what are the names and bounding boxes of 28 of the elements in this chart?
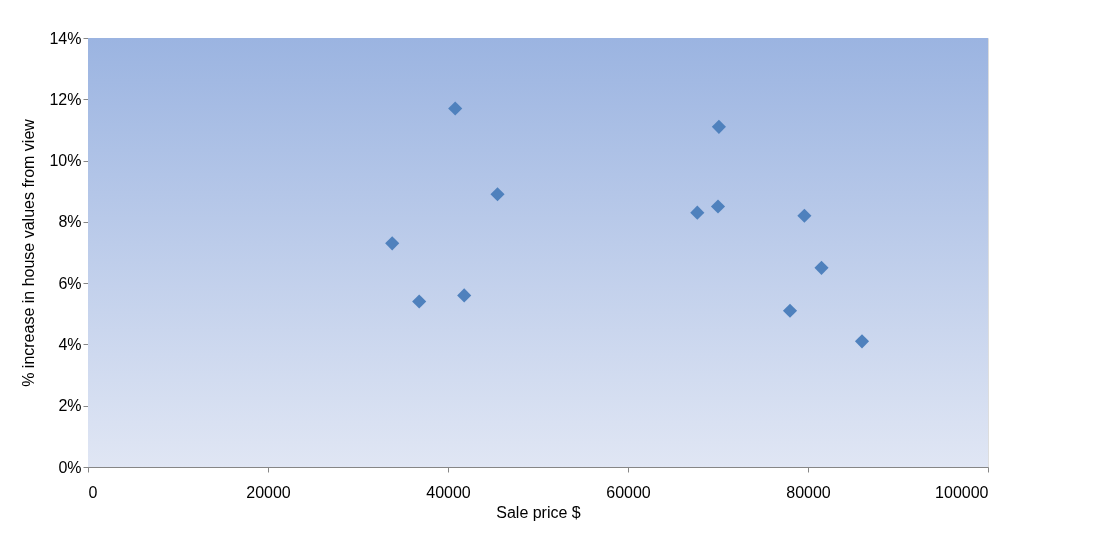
x-tick-label: 0 xyxy=(88,483,98,501)
x-tick-label: 60000 xyxy=(606,483,651,501)
point xyxy=(814,260,829,275)
y-tick-label: 6% xyxy=(58,274,82,292)
point xyxy=(457,288,472,303)
point xyxy=(782,303,798,318)
x-tick-label: 100000 xyxy=(935,483,989,501)
point xyxy=(448,101,463,116)
x-tick-label: 80000 xyxy=(786,483,831,501)
x-tick-label: 20000 xyxy=(246,483,291,501)
point xyxy=(385,236,400,251)
y-tick-label: 0% xyxy=(58,458,82,476)
y-tick-label: 2% xyxy=(58,397,82,415)
point xyxy=(797,208,812,223)
y-tick-label: 4% xyxy=(58,335,82,353)
point xyxy=(490,187,505,202)
y-axis-title: % increase in house values from view xyxy=(20,118,38,387)
point xyxy=(711,119,726,134)
y-tick-label: 8% xyxy=(58,213,82,231)
y-tick-label: 14% xyxy=(49,29,82,47)
point xyxy=(412,294,427,309)
x-tick-label: 40000 xyxy=(426,483,471,501)
y-tick-label: 12% xyxy=(49,90,82,108)
point xyxy=(854,334,870,349)
point xyxy=(690,205,705,220)
point xyxy=(710,199,726,214)
x-axis-title: Sale price $ xyxy=(496,503,581,521)
y-tick-label: 10% xyxy=(49,152,82,170)
